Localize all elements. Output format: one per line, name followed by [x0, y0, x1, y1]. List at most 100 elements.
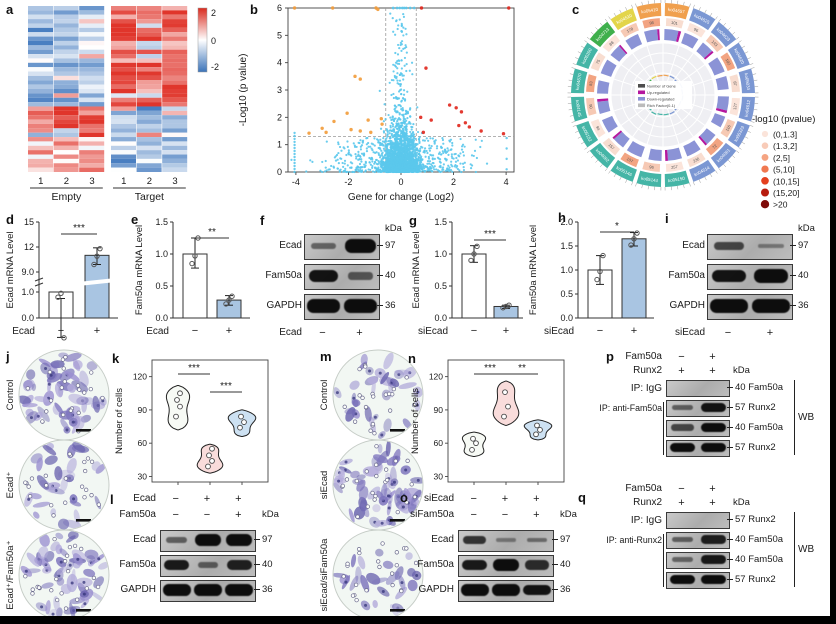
- lane-row-name: Runx2: [633, 365, 662, 376]
- svg-text:1.0: 1.0: [434, 249, 447, 259]
- lane-symbol: +: [235, 509, 242, 521]
- wb-band: [347, 272, 373, 280]
- violin-ylabel: Number of cells: [410, 388, 421, 454]
- category-row-label: siEcad: [418, 326, 448, 337]
- pathway-id-label: ko05150: [668, 176, 686, 184]
- bar: [84, 254, 110, 319]
- kda-label: 36: [560, 584, 571, 595]
- scale-bar: [390, 519, 405, 522]
- category-row-label: Ecad: [146, 326, 169, 337]
- lane-row-name: siEcad: [423, 493, 454, 504]
- wb-blot-strip: [160, 555, 256, 577]
- lane-row-name: Runx2: [633, 497, 662, 508]
- kda-label: 57 Runx2: [735, 442, 776, 453]
- heatmap-col-tick: 3: [172, 176, 177, 187]
- wb-label: WB: [798, 411, 815, 423]
- data-point: [209, 458, 215, 464]
- pvalue-legend-label: (1.3,2]: [773, 141, 797, 151]
- svg-text:1: 1: [277, 140, 282, 150]
- kda-label: 40 Fam50a: [735, 534, 784, 545]
- pvalue-legend-dot: [760, 200, 770, 209]
- panel-letter-o: o: [400, 490, 408, 505]
- svg-text:4: 4: [504, 177, 509, 187]
- screen-edge-bottom: [0, 616, 836, 624]
- kda-label: 40: [560, 559, 571, 570]
- kda-header: kDa: [262, 509, 279, 520]
- kda-leader-line: [377, 305, 383, 306]
- lane-row-name: siEcad: [674, 327, 705, 338]
- wb-row-label: Fam50a: [668, 270, 705, 281]
- svg-text:3: 3: [277, 85, 282, 95]
- wb-row-label: Ecad: [133, 534, 156, 545]
- micrograph: [19, 350, 109, 440]
- data-point: [631, 236, 637, 242]
- data-point: [533, 431, 539, 438]
- data-point: [634, 230, 640, 236]
- pathway-segment: [664, 170, 690, 187]
- wb-row-label: Fam50a: [265, 270, 302, 281]
- wb-blot-strip: [666, 512, 730, 529]
- data-point: [97, 245, 103, 252]
- svg-text:1.5: 1.5: [155, 217, 168, 227]
- micrograph-label: Ecad⁺/Fam50a⁺: [5, 540, 16, 609]
- wb-blot-strip: [458, 555, 554, 577]
- data-point: [91, 261, 97, 268]
- wb-row-label: Ecad: [431, 534, 454, 545]
- pvalue-legend-dot: [761, 130, 769, 138]
- significance-stars: ***: [484, 363, 496, 374]
- data-point: [470, 435, 476, 442]
- gene-count-label: 157: [607, 142, 616, 151]
- data-point: [177, 403, 183, 410]
- svg-text:60: 60: [138, 438, 148, 448]
- wb-label: WB: [798, 543, 815, 555]
- svg-text:-4: -4: [292, 177, 300, 187]
- wb-row-label: Ecad: [279, 240, 302, 251]
- kda-label: 36: [798, 300, 809, 311]
- pathway-segment: [710, 21, 737, 48]
- bar: [621, 238, 647, 319]
- category-row-label: Ecad: [12, 326, 35, 337]
- wb-bracket: [794, 512, 795, 587]
- panel-i-western-blot: kDa Ecad 97 Fam50a 40 GAPDH 36 siEcad − +: [655, 212, 830, 346]
- ip-label: IP: IgG: [630, 383, 662, 394]
- data-point: [226, 297, 232, 303]
- data-point: [506, 302, 512, 308]
- kda-label: 40 Fam50a: [735, 422, 784, 433]
- lane-symbol: −: [203, 509, 211, 521]
- wb-band: [164, 559, 190, 571]
- gene-count-label: 88: [608, 39, 615, 46]
- panel-letter-b: b: [250, 2, 258, 17]
- data-point: [537, 427, 543, 433]
- center-legend-label: Rich Factor(0-1): [647, 103, 676, 108]
- pathway-segment: [636, 3, 662, 20]
- panel-d-bar-chart: 0.0 1.0 9.0 12 15 *** Ecad mRNA Level Ecad − +: [5, 217, 118, 341]
- lane-symbol: +: [356, 327, 363, 339]
- data-point: [238, 413, 244, 420]
- panel-letter-i: i: [665, 211, 669, 226]
- wb-band: [669, 574, 696, 585]
- wb-band: [193, 584, 223, 596]
- svg-text:0.5: 0.5: [434, 281, 447, 291]
- wb-row-label: GAPDH: [266, 300, 302, 311]
- scale-bar: [390, 609, 405, 612]
- gene-count-label: 257: [671, 164, 679, 170]
- category-symbol: +: [503, 325, 509, 337]
- data-point: [94, 253, 100, 259]
- wb-band: [700, 574, 727, 585]
- data-point: [206, 452, 212, 459]
- wb-blot-strip: [707, 234, 793, 260]
- significance-stars: *: [615, 221, 619, 232]
- wb-blot-strip: [666, 400, 730, 417]
- gene-count-label: 96: [693, 27, 700, 34]
- gene-count-label: 102: [724, 58, 732, 67]
- svg-text:6: 6: [277, 3, 282, 13]
- bar-ylabel: Ecad mRNA Level: [5, 231, 16, 308]
- pvalue-legend-label: (2,5]: [773, 153, 790, 163]
- wb-blot-strip: [160, 580, 256, 602]
- lane-symbol: +: [709, 365, 716, 377]
- violin-shape: [196, 443, 224, 474]
- heatmap-colorbar: [197, 7, 208, 73]
- wb-band: [496, 537, 516, 542]
- wb-band: [197, 562, 219, 568]
